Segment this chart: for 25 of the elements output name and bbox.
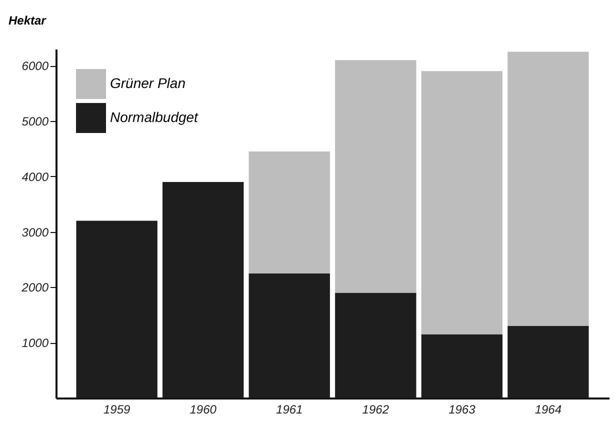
bar (421, 71, 502, 334)
bar (508, 52, 589, 326)
y-tick-label: 4000 (22, 170, 49, 184)
bar (335, 292, 416, 398)
bar (335, 60, 416, 293)
x-tick-label: 1960 (190, 402, 217, 416)
y-tick-label: 3000 (22, 225, 49, 240)
legend-label: Normalbudget (110, 109, 200, 125)
y-tick-label: 6000 (22, 59, 49, 74)
bar (421, 334, 502, 398)
bar (248, 273, 330, 398)
x-tick-label: 1961 (276, 402, 303, 416)
bar (162, 182, 244, 398)
y-tick-label: 1000 (22, 336, 49, 350)
x-tick-label: 1964 (534, 402, 562, 416)
x-tick-label: 1962 (362, 402, 390, 416)
x-tick-label: 1959 (103, 402, 130, 416)
x-tick-label: 1963 (448, 402, 476, 416)
y-tick-label: 2000 (20, 280, 49, 295)
bar (248, 151, 330, 274)
y-tick-label: 5000 (22, 114, 49, 129)
bar (508, 326, 589, 398)
y-axis-title: Hektar (8, 14, 48, 28)
legend-label: Grüner Plan (110, 75, 186, 91)
bar (76, 220, 158, 398)
